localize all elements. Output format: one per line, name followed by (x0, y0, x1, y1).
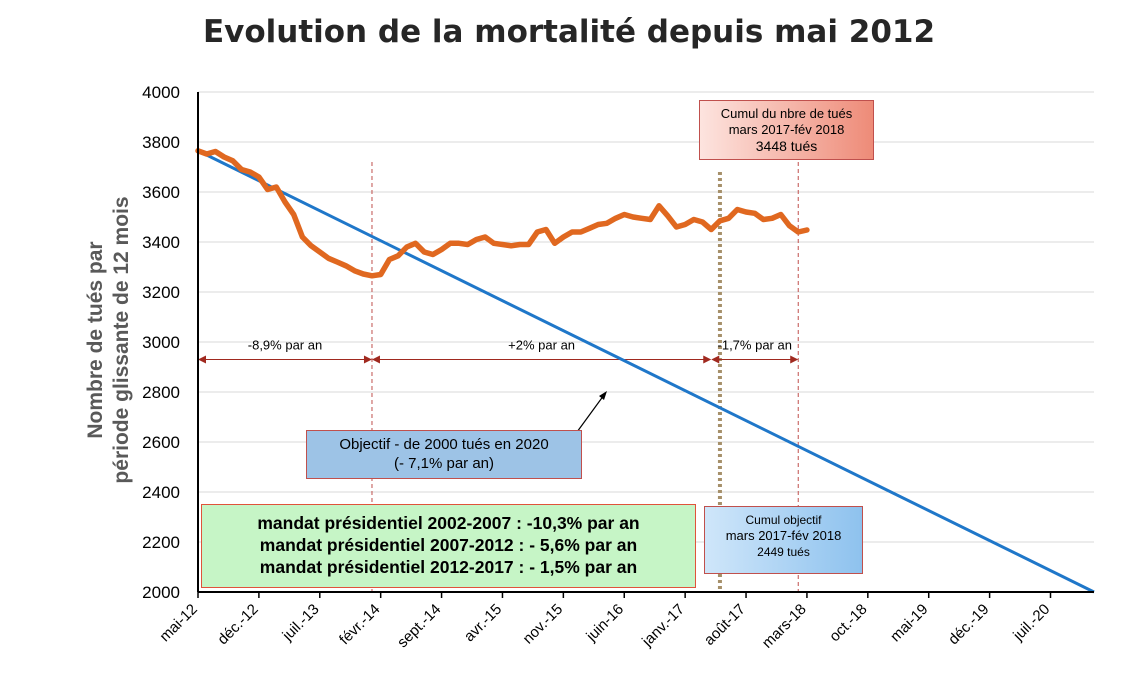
objectif-pointer-head (599, 391, 607, 400)
y-tick-label: 4000 (142, 83, 180, 102)
mandat-line-2: mandat présidentiel 2007-2012 : - 5,6% p… (259, 535, 638, 555)
series-line-observed (195, 148, 810, 279)
x-tick-label: mai-19 (887, 601, 931, 645)
y-tick-label: 3600 (142, 183, 180, 202)
cumul-tues-line-2: mars 2017-fév 2018 (728, 122, 845, 137)
period-arrow-head-right (703, 355, 712, 364)
objectif-cumul-line-3: 2449 tués (757, 545, 810, 559)
y-tick-label: 3400 (142, 233, 180, 252)
period-label: -8,9% par an (248, 338, 322, 353)
objectif-pointer-line (576, 394, 605, 433)
objectif-cumul-annotation: Cumul objectif mars 2017-fév 2018 2449 t… (704, 506, 863, 574)
period-arrow-head-left (711, 355, 720, 364)
cumul-tues-annotation: Cumul du nbre de tués mars 2017-fév 2018… (699, 100, 874, 160)
x-tick-label: févr.-14 (336, 601, 383, 648)
mandat-line-1: mandat présidentiel 2002-2007 : -10,3% p… (257, 513, 640, 533)
objectif-line-1: Objectif - de 2000 tués en 2020 (339, 436, 549, 453)
cumul-tues-line-3: 3448 tués (755, 138, 818, 154)
period-label: -1,7% par an (718, 338, 792, 353)
x-tick-label: déc.-19 (945, 601, 992, 648)
objectif-line-2: (- 7,1% par an) (393, 455, 495, 472)
period-label: +2% par an (508, 338, 575, 353)
objectif-cumul-line-1: Cumul objectif (745, 513, 822, 527)
mandat-line-3: mandat présidentiel 2012-2017 : - 1,5% p… (259, 557, 638, 577)
period-arrow-head-right (363, 355, 372, 364)
x-tick-label: sept.-14 (394, 601, 444, 651)
series-line-objectif (197, 149, 1095, 594)
y-tick-label: 2000 (142, 583, 180, 602)
chart-title: Evolution de la mortalité depuis mai 201… (202, 14, 936, 50)
x-tick-label: mai-12 (156, 601, 200, 645)
y-tick-label: 2200 (142, 533, 180, 552)
y-tick-label: 2600 (142, 433, 180, 452)
period-arrow-head-left (198, 355, 206, 364)
x-tick-label: juil.-20 (1009, 601, 1053, 645)
period-arrow-head-right (790, 355, 799, 364)
objectif-cumul-line-2: mars 2017-fév 2018 (725, 528, 842, 543)
cumul-tues-line-1: Cumul du nbre de tués (720, 106, 853, 121)
y-tick-label: 2400 (142, 483, 180, 502)
x-tick-label: mars-18 (759, 601, 810, 652)
x-tick-label: août-17 (701, 601, 749, 649)
y-tick-label: 3800 (142, 133, 180, 152)
x-tick-label: janv.-17 (638, 601, 688, 651)
x-tick-label: juin-16 (583, 601, 628, 646)
x-tick-label: nov.-15 (520, 601, 567, 648)
x-tick-label: juil.-13 (279, 601, 323, 645)
period-arrow-head-left (371, 355, 380, 364)
x-tick-label: déc.-12 (214, 601, 261, 648)
x-tick-label: oct.-18 (826, 601, 870, 645)
objectif-annotation: Objectif - de 2000 tués en 2020 (- 7,1% … (306, 430, 582, 479)
y-tick-label: 2800 (142, 383, 180, 402)
y-tick-label: 3200 (142, 283, 180, 302)
y-tick-label: 3000 (142, 333, 180, 352)
x-tick-label: avr.-15 (461, 601, 505, 645)
mandats-annotation: mandat présidentiel 2002-2007 : -10,3% p… (201, 504, 696, 588)
